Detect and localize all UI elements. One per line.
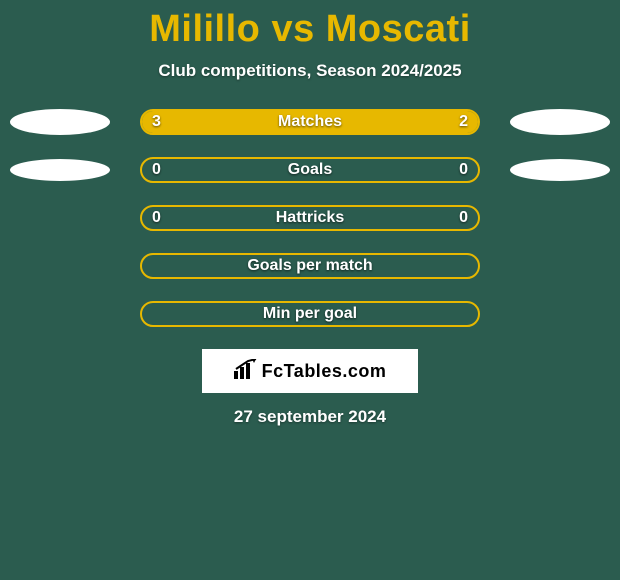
stat-bar: Min per goal xyxy=(140,301,480,327)
left-marker xyxy=(10,109,110,135)
bar-text-layer: Min per goal xyxy=(142,303,478,325)
bar-text-layer: 0Hattricks0 xyxy=(142,207,478,229)
stat-left-value: 0 xyxy=(152,209,161,227)
stat-right-value: 0 xyxy=(459,161,468,179)
brand-text: FcTables.com xyxy=(262,361,387,382)
right-marker xyxy=(510,159,610,181)
subtitle: Club competitions, Season 2024/2025 xyxy=(0,61,620,81)
stat-label: Min per goal xyxy=(152,305,468,323)
stat-label: Goals xyxy=(152,161,468,179)
right-marker xyxy=(510,109,610,135)
stat-row: 0Goals0 xyxy=(0,157,620,183)
stat-bar: 3Matches2 xyxy=(140,109,480,135)
stat-row: Min per goal xyxy=(0,301,620,327)
bar-text-layer: 3Matches2 xyxy=(142,111,478,133)
stat-left-value: 3 xyxy=(152,113,161,131)
comparison-rows: 3Matches20Goals00Hattricks0Goals per mat… xyxy=(0,109,620,327)
stat-label: Hattricks xyxy=(152,209,468,227)
stat-right-value: 2 xyxy=(459,113,468,131)
stat-left-value: 0 xyxy=(152,161,161,179)
bar-text-layer: Goals per match xyxy=(142,255,478,277)
bar-text-layer: 0Goals0 xyxy=(142,159,478,181)
page-title: Milillo vs Moscati xyxy=(0,0,620,51)
left-marker xyxy=(10,301,110,327)
right-marker xyxy=(510,301,610,327)
stat-right-value: 0 xyxy=(459,209,468,227)
stat-row: 0Hattricks0 xyxy=(0,205,620,231)
stat-row: 3Matches2 xyxy=(0,109,620,135)
brand-box: FcTables.com xyxy=(202,349,418,393)
stat-row: Goals per match xyxy=(0,253,620,279)
chart-icon xyxy=(234,359,258,384)
stat-bar: 0Goals0 xyxy=(140,157,480,183)
date-label: 27 september 2024 xyxy=(0,407,620,427)
left-marker xyxy=(10,253,110,279)
stat-label: Goals per match xyxy=(152,257,468,275)
right-marker xyxy=(510,253,610,279)
left-marker xyxy=(10,159,110,181)
stat-bar: 0Hattricks0 xyxy=(140,205,480,231)
stat-bar: Goals per match xyxy=(140,253,480,279)
stat-label: Matches xyxy=(152,113,468,131)
right-marker xyxy=(510,205,610,231)
left-marker xyxy=(10,205,110,231)
